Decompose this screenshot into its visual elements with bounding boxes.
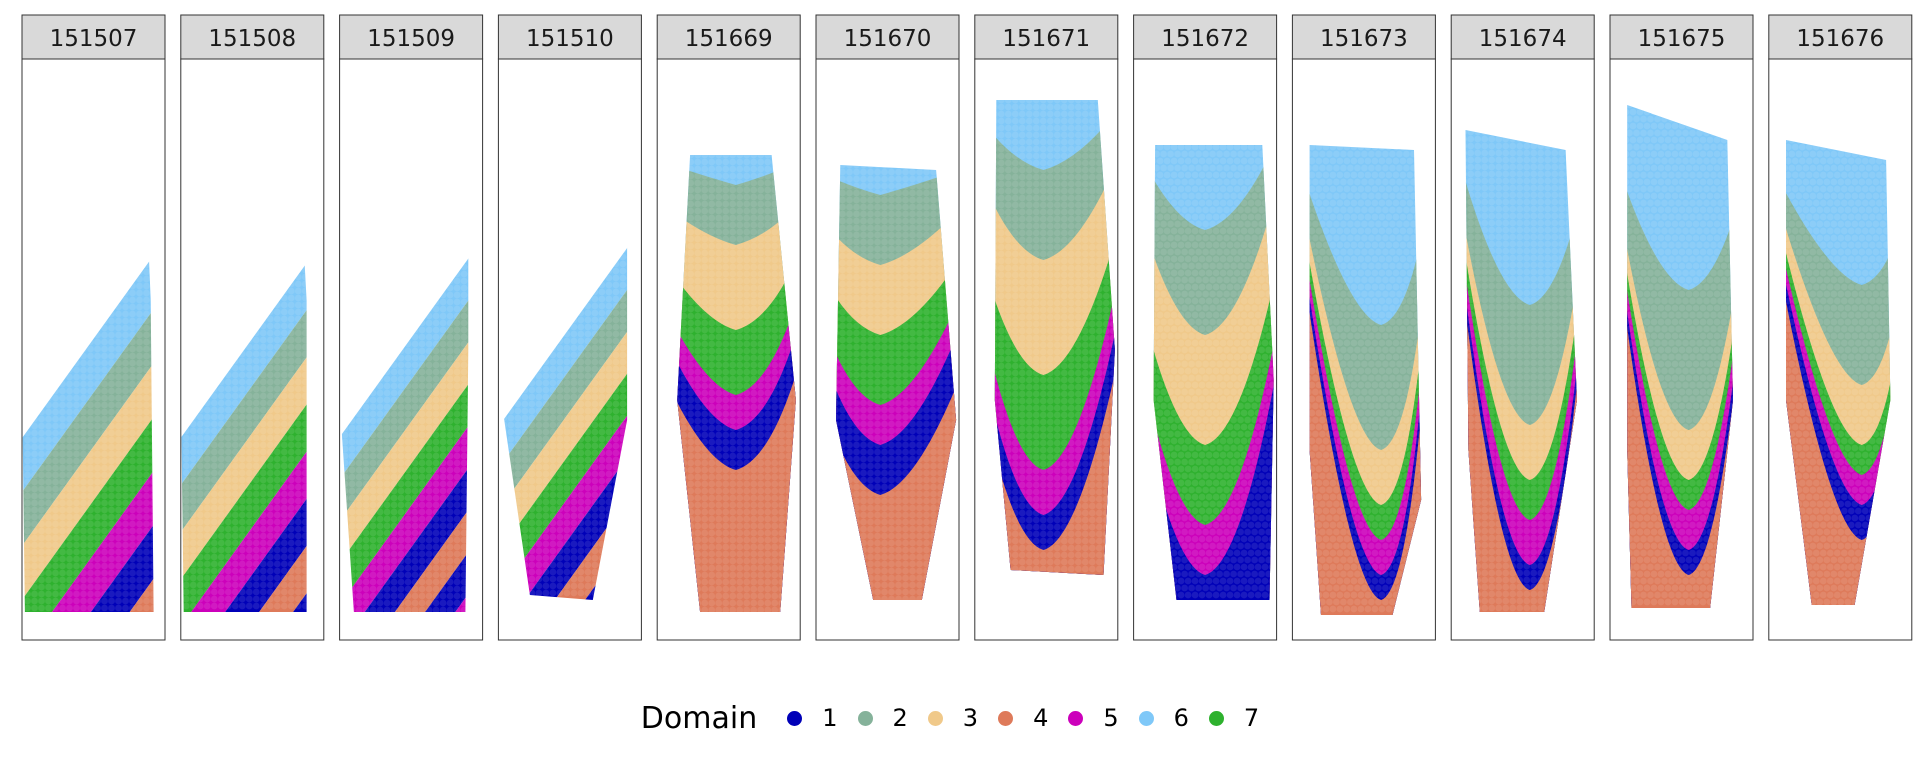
- domain-region: [180, 90, 307, 612]
- facet-label: 151675: [1638, 26, 1726, 52]
- facet-label: 151674: [1479, 26, 1567, 52]
- domain-region: [187, 90, 307, 612]
- domain-region: [339, 85, 469, 612]
- domain-layers: [1465, 130, 1577, 612]
- legend-swatch: [1208, 710, 1224, 726]
- domain-region: [498, 82, 628, 600]
- domain-region: [1786, 210, 1891, 605]
- facet-label: 151670: [844, 26, 932, 52]
- domain-layers: [180, 90, 307, 612]
- domain-layers: [677, 155, 796, 612]
- domain-region: [22, 95, 154, 612]
- domain-layers: [1627, 105, 1733, 608]
- domain-layers: [994, 100, 1115, 575]
- facet-strip: [1450, 14, 1595, 60]
- facet-strip: [1133, 14, 1278, 60]
- domain-layers: [22, 95, 154, 612]
- legend-label: 4: [1033, 704, 1049, 732]
- facet-panel: 151676: [1768, 14, 1913, 641]
- legend-swatch: [857, 710, 873, 726]
- domain-region: [339, 85, 469, 612]
- legend-item: 5: [1068, 704, 1119, 732]
- facet-label: 151508: [208, 26, 296, 52]
- domain-region: [1465, 190, 1577, 612]
- facet-panel: 151670: [815, 14, 960, 641]
- legend-item: 2: [857, 704, 908, 732]
- domain-region: [180, 90, 307, 612]
- legend-label: 6: [1173, 704, 1189, 732]
- facet-panel: 151674: [1450, 14, 1595, 641]
- facet-panel: 151669: [656, 14, 801, 641]
- domain-layers: [1153, 145, 1274, 600]
- legend: Domain 1 2 3 4 5 6 7: [0, 700, 1920, 736]
- legend-item: 3: [927, 704, 979, 732]
- legend-label: 3: [962, 704, 979, 732]
- facet-label: 151669: [685, 26, 773, 52]
- facet-label: 151676: [1796, 26, 1884, 52]
- facet-panel: 151672: [1133, 14, 1278, 641]
- legend-swatch: [787, 710, 803, 726]
- domain-region: [1627, 190, 1733, 608]
- facet-strip: [1609, 14, 1754, 60]
- facet-strip: [974, 14, 1119, 60]
- facet-strip: [339, 14, 484, 60]
- domain-region: [1309, 190, 1422, 615]
- facet-panel: 151508: [180, 14, 325, 641]
- domain-region: [339, 85, 469, 612]
- domain-region: [22, 95, 154, 612]
- legend-item: 1: [787, 704, 838, 732]
- domain-region: [339, 85, 469, 612]
- legend-swatch: [927, 710, 943, 726]
- legend-label: 7: [1243, 704, 1260, 732]
- facet-panel: 151509: [339, 14, 484, 641]
- facet-label: 151672: [1161, 26, 1249, 52]
- facet-label: 151510: [526, 26, 614, 52]
- legend-item: 7: [1208, 704, 1260, 732]
- facet-strip: [1768, 14, 1913, 60]
- domain-region: [498, 82, 628, 600]
- facet-label: 151509: [367, 26, 455, 52]
- facet-panel: 151675: [1609, 14, 1754, 641]
- facet-panel: 151507: [21, 14, 166, 641]
- facet-label: 151671: [1002, 26, 1090, 52]
- facet-panel: 151673: [1291, 14, 1436, 641]
- facet-strip: [21, 14, 166, 60]
- domain-region: [339, 85, 469, 612]
- facet-panel: 151671: [974, 14, 1119, 641]
- domain-region: [498, 82, 628, 600]
- spot-texture: [1153, 145, 1274, 599]
- facet-label: 151507: [50, 26, 138, 52]
- legend-items: 1 2 3 4 5 6 7: [787, 704, 1279, 732]
- domain-region: [498, 82, 628, 600]
- legend-label: 5: [1103, 704, 1119, 732]
- legend-title: Domain: [640, 700, 758, 736]
- facet-strip: [815, 14, 960, 60]
- domain-layers: [1309, 145, 1422, 615]
- facet-strip: [1291, 14, 1436, 60]
- facet-strip: [656, 14, 801, 60]
- domain-region: [994, 360, 1115, 575]
- legend-swatch: [998, 710, 1014, 726]
- facet-label: 151673: [1320, 26, 1408, 52]
- legend-swatch: [1068, 710, 1084, 726]
- domain-region: [180, 90, 307, 612]
- domain-region: [22, 95, 154, 612]
- legend-label: 2: [892, 704, 908, 732]
- legend-label: 1: [822, 704, 838, 732]
- domain-region: [22, 95, 154, 612]
- legend-item: 4: [998, 704, 1048, 732]
- legend-swatch: [1138, 710, 1154, 726]
- facet-strip: [497, 14, 642, 60]
- legend-item: 6: [1138, 704, 1189, 732]
- domain-region: [361, 85, 469, 612]
- facet-panel: 151510: [497, 14, 642, 641]
- domain-layers: [339, 85, 469, 612]
- domain-region: [180, 90, 307, 612]
